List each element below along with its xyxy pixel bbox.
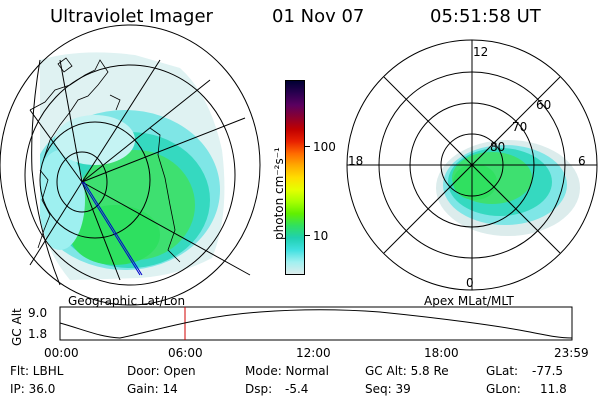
apex-label: Apex MLat/MLT [424,294,514,308]
colorbar-tick [305,146,310,147]
xtick-1200: 12:00 [296,346,331,360]
date-text: 01 Nov 07 [272,6,365,27]
altitude-ytick-low: 1.8 [28,327,48,341]
gc-alt-text: GC Alt: 5.8 Re [365,364,449,378]
geo-ring-outer [0,24,261,306]
xtick-2359: 23:59 [554,346,589,360]
xtick-0600: 06:00 [168,346,203,360]
glon-label: GLon: [486,382,521,396]
lat-label-70: 70 [512,120,528,134]
colorbar-unit-label: photon cm⁻²s⁻¹ [272,147,286,240]
gain-text: Gain: 14 [127,382,178,396]
spacecraft-track [81,181,143,276]
mlt-label-18: 18 [348,154,364,168]
mlt-label-12: 12 [473,45,489,59]
colorbar-tick-10: 10 [313,229,329,243]
geographic-label: Geographic Lat/Lon [68,294,186,308]
xtick-0000: 00:00 [44,346,79,360]
xtick-1800: 18:00 [424,346,459,360]
glon-value: 11.8 [540,382,567,396]
altitude-curve [59,309,573,339]
mode-text: Mode: Normal [245,364,329,378]
dsp-label: Dsp: [245,382,273,396]
instrument-title: Ultraviolet Imager [50,6,213,27]
colorbar-tick [305,235,310,236]
altitude-ylabel: GC Alt [10,308,24,346]
geo-ring-inner [39,121,151,239]
mlt-label-6: 6 [578,154,586,168]
lat-label-60: 60 [536,98,552,112]
ip-text: IP: 36.0 [10,382,56,396]
altitude-ytick-high: 9.0 [28,306,48,320]
geo-ring-mid [24,64,236,286]
colorbar [285,80,305,275]
coastlines [29,57,181,263]
colorbar-tick-100: 100 [313,140,336,154]
door-text: Door: Open [127,364,196,378]
uv-emission-left [40,52,225,280]
dsp-value: -5.4 [285,382,309,396]
geo-ring-small [56,151,108,213]
colorbar-gradient [286,81,304,274]
seq-text: Seq: 39 [365,382,411,396]
glat-value: -77.5 [532,364,564,378]
uv-emission-right [436,140,580,236]
time-text: 05:51:58 UT [430,6,541,27]
mlt-label-0: 0 [466,276,474,290]
lat-label-80: 80 [490,140,506,154]
glat-label: GLat: [486,364,519,378]
filter-text: Flt: LBHL [10,364,64,378]
